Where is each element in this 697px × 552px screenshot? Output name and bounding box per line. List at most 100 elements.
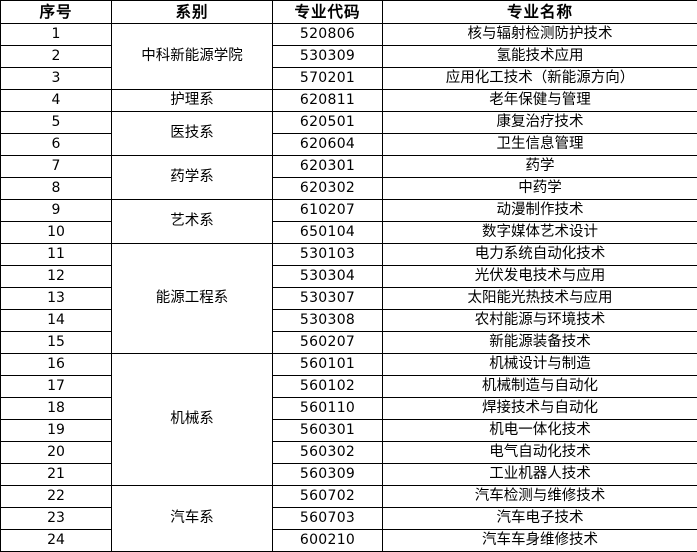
cell-major-code: 520806 (273, 24, 383, 46)
cell-major-code: 530308 (273, 310, 383, 332)
cell-major-code: 560309 (273, 464, 383, 486)
cell-seq: 2 (1, 46, 112, 68)
cell-seq: 18 (1, 398, 112, 420)
cell-major-name: 动漫制作技术 (383, 200, 697, 222)
cell-department: 汽车系 (112, 486, 273, 552)
cell-major-name: 电力系统自动化技术 (383, 244, 697, 266)
cell-major-code: 530304 (273, 266, 383, 288)
cell-seq: 21 (1, 464, 112, 486)
cell-seq: 20 (1, 442, 112, 464)
header-row: 序号 系别 专业代码 专业名称 (1, 1, 697, 24)
cell-major-code: 600210 (273, 530, 383, 552)
cell-major-name: 光伏发电技术与应用 (383, 266, 697, 288)
cell-seq: 1 (1, 24, 112, 46)
cell-major-code: 560703 (273, 508, 383, 530)
cell-major-code: 620301 (273, 156, 383, 178)
cell-major-code: 530103 (273, 244, 383, 266)
cell-department: 艺术系 (112, 200, 273, 244)
cell-major-name: 老年保健与管理 (383, 90, 697, 112)
cell-seq: 8 (1, 178, 112, 200)
cell-major-code: 650104 (273, 222, 383, 244)
cell-seq: 12 (1, 266, 112, 288)
cell-department: 药学系 (112, 156, 273, 200)
cell-seq: 7 (1, 156, 112, 178)
cell-seq: 11 (1, 244, 112, 266)
cell-major-code: 620501 (273, 112, 383, 134)
cell-major-code: 560207 (273, 332, 383, 354)
cell-major-name: 汽车检测与维修技术 (383, 486, 697, 508)
cell-major-code: 530309 (273, 46, 383, 68)
cell-major-code: 560101 (273, 354, 383, 376)
cell-major-code: 570201 (273, 68, 383, 90)
cell-major-name: 机械设计与制造 (383, 354, 697, 376)
cell-department: 护理系 (112, 90, 273, 112)
cell-major-name: 太阳能光热技术与应用 (383, 288, 697, 310)
cell-major-name: 应用化工技术（新能源方向） (383, 68, 697, 90)
table-header: 序号 系别 专业代码 专业名称 (1, 1, 697, 24)
cell-major-name: 中药学 (383, 178, 697, 200)
cell-major-name: 卫生信息管理 (383, 134, 697, 156)
cell-major-code: 560302 (273, 442, 383, 464)
cell-major-name: 机电一体化技术 (383, 420, 697, 442)
cell-major-name: 数字媒体艺术设计 (383, 222, 697, 244)
cell-major-code: 560102 (273, 376, 383, 398)
cell-department: 能源工程系 (112, 244, 273, 354)
cell-seq: 13 (1, 288, 112, 310)
cell-seq: 22 (1, 486, 112, 508)
cell-seq: 23 (1, 508, 112, 530)
cell-major-name: 汽车车身维修技术 (383, 530, 697, 552)
cell-major-code: 620604 (273, 134, 383, 156)
cell-major-code: 610207 (273, 200, 383, 222)
cell-major-code: 620302 (273, 178, 383, 200)
cell-major-code: 560702 (273, 486, 383, 508)
cell-major-name: 农村能源与环境技术 (383, 310, 697, 332)
cell-seq: 5 (1, 112, 112, 134)
cell-seq: 14 (1, 310, 112, 332)
column-header-seq: 序号 (1, 1, 112, 24)
cell-seq: 3 (1, 68, 112, 90)
cell-major-code: 530307 (273, 288, 383, 310)
cell-major-name: 药学 (383, 156, 697, 178)
cell-seq: 16 (1, 354, 112, 376)
cell-seq: 24 (1, 530, 112, 552)
cell-major-name: 电气自动化技术 (383, 442, 697, 464)
cell-major-name: 焊接技术与自动化 (383, 398, 697, 420)
cell-department: 机械系 (112, 354, 273, 486)
cell-major-name: 机械制造与自动化 (383, 376, 697, 398)
cell-major-name: 工业机器人技术 (383, 464, 697, 486)
cell-seq: 9 (1, 200, 112, 222)
cell-major-name: 氢能技术应用 (383, 46, 697, 68)
cell-seq: 19 (1, 420, 112, 442)
cell-major-name: 汽车电子技术 (383, 508, 697, 530)
column-header-dept: 系别 (112, 1, 273, 24)
cell-department: 医技系 (112, 112, 273, 156)
cell-major-code: 620811 (273, 90, 383, 112)
cell-major-code: 560110 (273, 398, 383, 420)
column-header-name: 专业名称 (383, 1, 697, 24)
cell-seq: 17 (1, 376, 112, 398)
cell-major-name: 新能源装备技术 (383, 332, 697, 354)
